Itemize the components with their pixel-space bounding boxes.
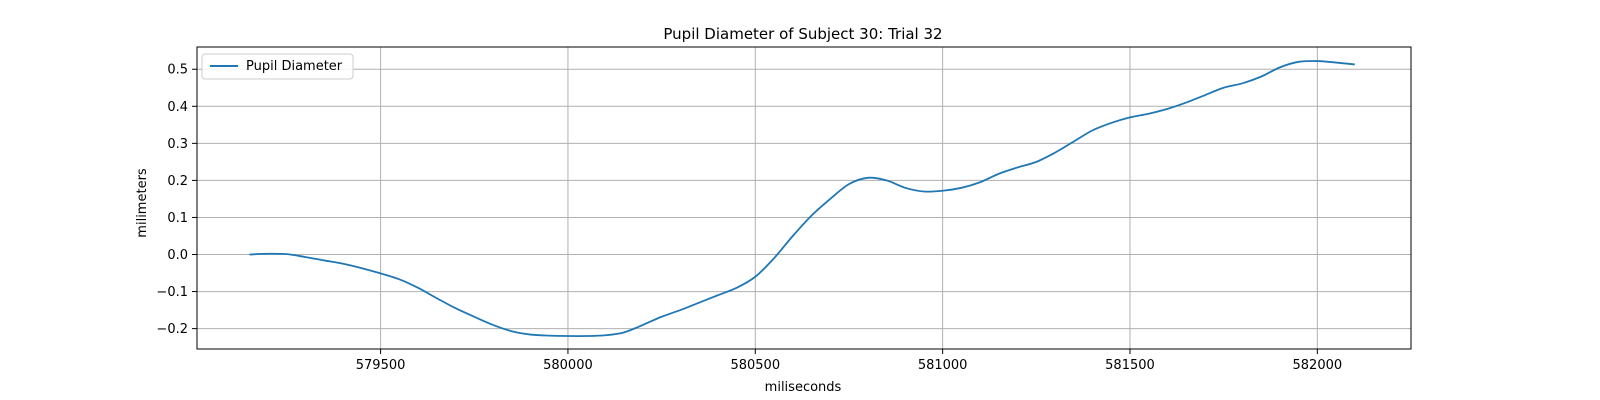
chart-title: Pupil Diameter of Subject 30: Trial 32 bbox=[663, 25, 942, 43]
y-axis: −0.2 −0.1 0.0 0.1 0.2 0.3 0.4 0.5 bbox=[156, 63, 197, 337]
y-tick-label: 0.3 bbox=[167, 137, 188, 152]
x-axis-label: miliseconds bbox=[765, 380, 842, 395]
x-tick-label: 580500 bbox=[730, 358, 780, 373]
x-tick-label: 580000 bbox=[543, 358, 593, 373]
y-tick-label: 0.4 bbox=[167, 100, 188, 115]
grid bbox=[197, 47, 1411, 349]
series-line-pupil-diameter bbox=[249, 60, 1355, 337]
legend-box bbox=[201, 53, 354, 80]
y-tick-label: 0.0 bbox=[167, 248, 188, 263]
legend: Pupil Diameter bbox=[201, 53, 354, 80]
y-tick-label: 0.1 bbox=[167, 211, 188, 226]
y-tick-label: 0.2 bbox=[167, 174, 188, 189]
x-tick-label: 582000 bbox=[1293, 358, 1343, 373]
x-axis: 579500 580000 580500 581000 581500 582000 bbox=[356, 349, 1342, 373]
legend-label: Pupil Diameter bbox=[246, 59, 343, 74]
y-tick-label: 0.5 bbox=[167, 63, 188, 78]
plot-frame bbox=[196, 46, 1412, 350]
x-tick-label: 579500 bbox=[356, 358, 406, 373]
series-layer bbox=[249, 60, 1355, 337]
y-axis-label: milimeters bbox=[135, 168, 150, 238]
x-tick-label: 581000 bbox=[918, 358, 968, 373]
y-tick-label: −0.1 bbox=[156, 285, 188, 300]
y-tick-label: −0.2 bbox=[156, 322, 188, 337]
x-tick-label: 581500 bbox=[1105, 358, 1155, 373]
